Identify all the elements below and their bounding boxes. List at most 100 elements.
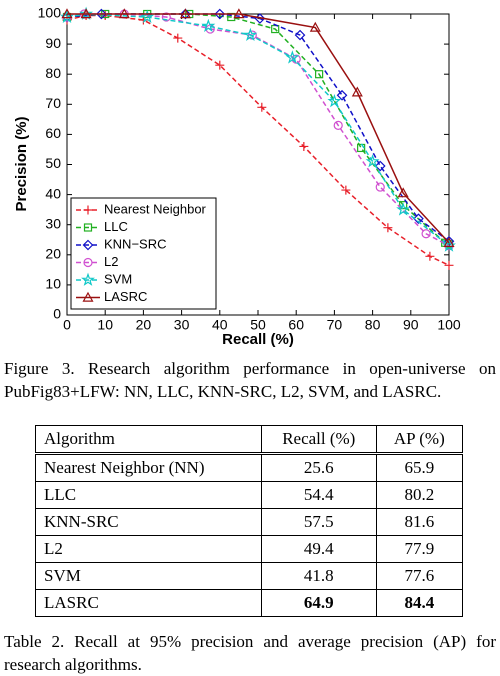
value-cell: 64.9 <box>260 589 377 617</box>
value-cell: 81.6 <box>375 508 464 536</box>
marker <box>83 205 93 215</box>
marker <box>327 93 342 108</box>
value-cell: 77.9 <box>375 535 464 563</box>
marker <box>201 18 216 32</box>
value-cell: 49.4 <box>260 535 377 563</box>
y-tick-label: 20 <box>45 246 61 262</box>
column-header: Recall (%) <box>260 425 377 454</box>
marker <box>82 239 94 251</box>
marker <box>80 8 92 19</box>
y-tick-label: 80 <box>45 65 61 81</box>
marker <box>299 141 309 151</box>
legend-label: LASRC <box>104 289 147 304</box>
table-row: L2 49.4 77.9 <box>35 535 464 563</box>
value-cell: 57.5 <box>260 508 377 536</box>
marker <box>341 185 351 195</box>
algorithm-cell: Nearest Neighbor (NN) <box>35 453 262 482</box>
marker <box>285 50 300 64</box>
column-header: AP (%) <box>375 425 464 454</box>
marker <box>83 223 93 232</box>
marker <box>383 223 393 233</box>
algorithm-cell: LASRC <box>35 589 262 617</box>
figure-caption: Figure 3. Research algorithm performance… <box>4 359 496 401</box>
legend-label: Nearest Neighbor <box>104 201 207 216</box>
marker <box>294 29 306 41</box>
legend-label: L2 <box>104 254 118 269</box>
x-tick-label: 60 <box>288 317 304 333</box>
table-row: SVM 41.8 77.6 <box>35 562 464 590</box>
marker <box>179 8 191 19</box>
table-row: Nearest Neighbor (NN) 25.6 65.9 <box>35 453 464 482</box>
algorithm-cell: LLC <box>35 481 262 509</box>
marker <box>443 237 455 247</box>
table-row: KNN-SRC 57.5 81.6 <box>35 508 464 536</box>
algorithm-cell: L2 <box>35 535 262 563</box>
marker <box>365 154 380 168</box>
column-header: Algorithm <box>35 425 262 454</box>
legend-label: KNN−SRC <box>104 236 167 251</box>
marker <box>79 6 94 20</box>
chart: Recall (%) Precision (%) 0 10 20 30 40 50 60 70… <box>13 5 461 348</box>
marker <box>81 272 95 286</box>
legend-box <box>70 197 217 310</box>
results-table: Algorithm Recall (%) AP (%) Nearest Neighb… <box>35 425 464 617</box>
x-tick-label: 80 <box>365 317 381 333</box>
marker <box>397 187 409 198</box>
marker <box>60 9 74 23</box>
marker <box>243 27 258 41</box>
table-caption: Table 2. Recall at 95% precision and ave… <box>4 632 496 674</box>
marker <box>374 160 386 172</box>
marker <box>442 238 456 252</box>
marker <box>425 251 435 261</box>
value-cell: 84.4 <box>375 589 464 617</box>
marker <box>396 202 411 216</box>
marker <box>315 70 324 79</box>
value-cell: 41.8 <box>260 562 377 590</box>
series-line <box>67 13 450 244</box>
marker <box>336 89 348 101</box>
x-tick-label: 0 <box>63 317 71 333</box>
marker <box>82 291 94 302</box>
marker <box>83 257 93 268</box>
marker <box>61 8 73 19</box>
table-row: LLC 54.4 80.2 <box>35 481 464 509</box>
value-cell: 25.6 <box>260 453 377 482</box>
x-tick-label: 50 <box>250 317 266 333</box>
x-tick-label: 30 <box>174 317 190 333</box>
y-tick-label: 90 <box>45 35 61 51</box>
table-row: LASRC 64.9 84.4 <box>35 589 464 617</box>
marker <box>333 120 343 130</box>
marker <box>257 102 267 112</box>
legend-label: LLC <box>104 219 128 234</box>
marker <box>444 260 454 270</box>
marker <box>215 60 225 70</box>
marker <box>180 8 191 20</box>
marker <box>309 21 321 32</box>
marker <box>173 33 183 43</box>
x-tick-label: 10 <box>97 317 113 333</box>
x-tick-label: 70 <box>327 317 343 333</box>
y-tick-label: 70 <box>45 95 61 111</box>
marker <box>140 9 155 23</box>
y-tick-label: 0 <box>53 306 61 322</box>
algorithm-cell: KNN-SRC <box>35 508 262 536</box>
y-tick-label: 30 <box>45 215 61 231</box>
x-tick-label: 90 <box>403 317 419 333</box>
legend-label: SVM <box>104 271 132 286</box>
marker <box>233 8 245 19</box>
value-cell: 80.2 <box>375 481 464 509</box>
algorithm-cell: SVM <box>35 562 262 590</box>
value-cell: 54.4 <box>260 481 377 509</box>
x-tick-label: 40 <box>212 317 228 333</box>
marker <box>421 229 431 239</box>
marker <box>413 213 424 225</box>
value-cell: 65.9 <box>375 453 464 482</box>
x-tick-label: 100 <box>437 317 461 333</box>
y-tick-label: 40 <box>45 185 61 201</box>
x-tick-label: 20 <box>136 317 152 333</box>
y-tick-label: 60 <box>45 125 61 141</box>
marker <box>161 12 171 22</box>
marker <box>96 8 107 20</box>
y-tick-label: 100 <box>38 5 62 21</box>
